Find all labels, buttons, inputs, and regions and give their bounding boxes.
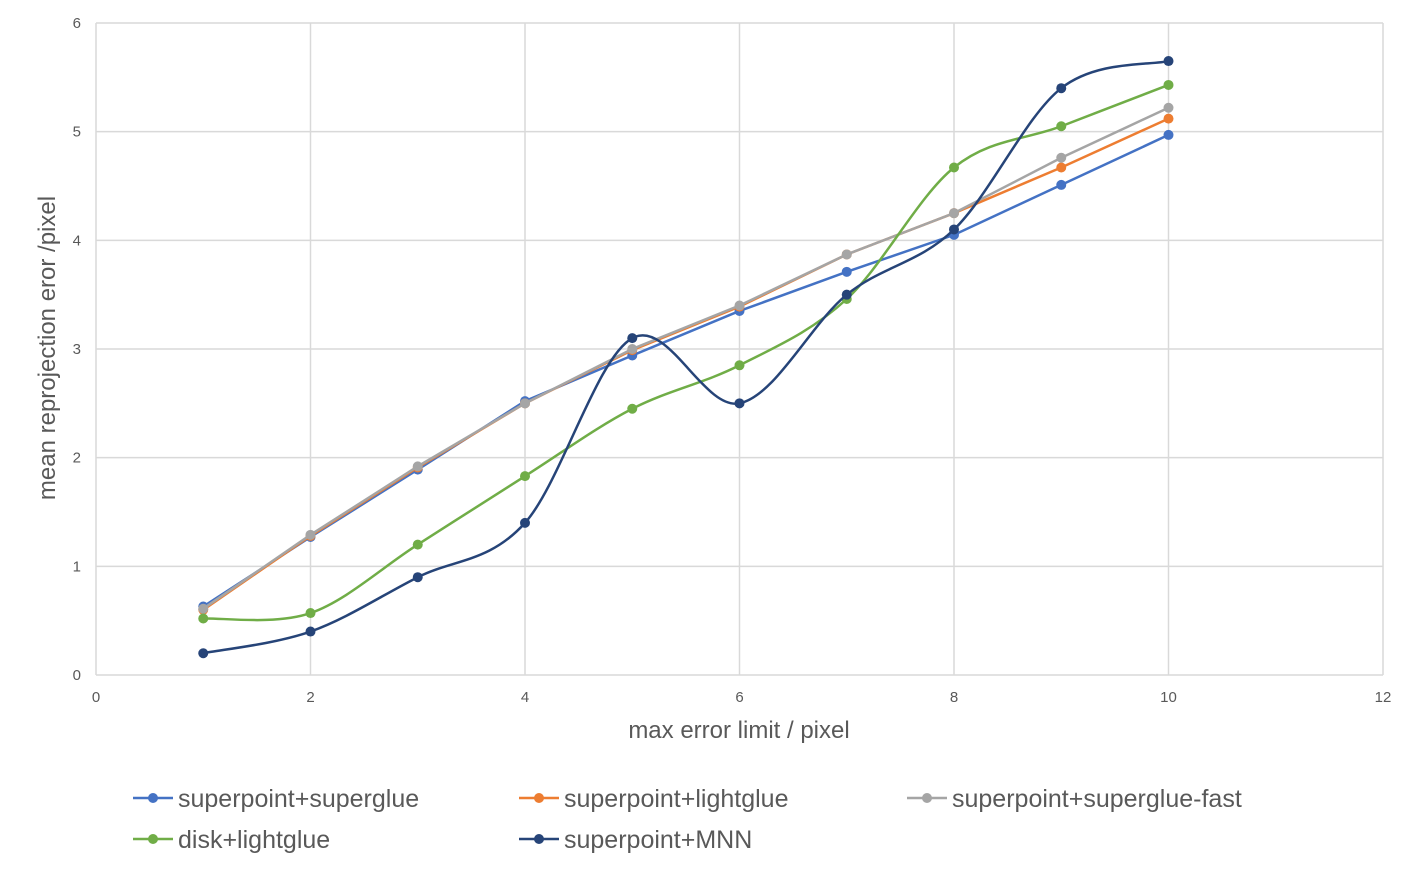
x-tick-label: 12 xyxy=(1375,689,1392,706)
data-point xyxy=(949,224,959,235)
data-point xyxy=(520,517,530,528)
data-point xyxy=(734,398,745,409)
data-point xyxy=(305,626,316,637)
y-tick-label: 0 xyxy=(73,667,81,684)
gridlines xyxy=(95,22,1384,676)
data-point xyxy=(198,648,209,659)
series-2 xyxy=(198,102,1174,614)
legend-item: superpoint+superglue xyxy=(133,785,419,813)
data-point xyxy=(1163,56,1174,67)
data-point xyxy=(412,572,423,583)
legend: superpoint+superglue superpoint+lightglue… xyxy=(133,785,1242,854)
legend-label: superpoint+superglue-fast xyxy=(952,785,1242,813)
x-axis-ticks: 0 2 4 6 8 10 12 xyxy=(92,689,1392,706)
legend-label: disk+lightglue xyxy=(178,826,330,854)
legend-item: superpoint+superglue-fast xyxy=(907,785,1242,813)
data-point xyxy=(1056,152,1067,163)
data-point xyxy=(1163,102,1174,113)
series-line xyxy=(203,83,1169,622)
data-point xyxy=(627,344,638,354)
series-group xyxy=(198,56,1174,659)
data-point xyxy=(1056,83,1067,94)
y-tick-label: 5 xyxy=(73,124,81,141)
data-point xyxy=(734,300,745,311)
legend-swatch-marker xyxy=(148,793,158,803)
legend-item: disk+lightglue xyxy=(133,826,330,854)
y-tick-label: 2 xyxy=(73,450,81,467)
data-point xyxy=(627,333,638,344)
data-point xyxy=(1056,162,1067,173)
legend-label: superpoint+superglue xyxy=(178,785,419,813)
series-line xyxy=(202,106,1170,610)
x-tick-label: 2 xyxy=(306,689,314,706)
data-point xyxy=(841,266,852,277)
data-point xyxy=(198,603,209,614)
x-tick-label: 8 xyxy=(950,689,958,706)
data-point xyxy=(949,208,959,219)
y-tick-label: 6 xyxy=(73,15,81,32)
y-tick-label: 1 xyxy=(73,558,81,575)
legend-item: superpoint+MNN xyxy=(519,826,752,854)
x-tick-label: 0 xyxy=(92,689,100,706)
series-3 xyxy=(198,79,1174,624)
y-tick-label: 4 xyxy=(73,232,81,249)
data-point xyxy=(1056,179,1067,190)
y-axis-title: mean reprojection eror /pixel xyxy=(34,196,61,500)
data-point xyxy=(520,471,530,482)
data-point xyxy=(412,539,423,550)
x-axis-title: max error limit / pixel xyxy=(628,717,849,744)
legend-swatch-marker xyxy=(534,834,544,844)
data-point xyxy=(841,249,852,260)
data-point xyxy=(734,360,745,371)
legend-swatch-marker xyxy=(922,793,932,803)
data-point xyxy=(520,398,530,409)
series-line xyxy=(203,59,1169,655)
legend-swatch-marker xyxy=(534,793,544,803)
data-point xyxy=(198,613,209,624)
data-point xyxy=(627,403,638,414)
data-point xyxy=(412,461,423,472)
series-line xyxy=(202,133,1170,608)
data-point xyxy=(1163,113,1174,124)
x-tick-label: 4 xyxy=(521,689,529,706)
legend-item: superpoint+lightglue xyxy=(519,785,788,813)
data-point xyxy=(305,608,316,619)
data-point xyxy=(841,289,852,300)
data-point xyxy=(1163,79,1174,90)
series-4 xyxy=(198,56,1174,659)
data-point xyxy=(949,162,959,173)
data-point xyxy=(1163,129,1174,140)
legend-label: superpoint+MNN xyxy=(564,826,752,854)
legend-label: superpoint+lightglue xyxy=(564,785,788,813)
data-point xyxy=(305,529,316,540)
legend-swatch-marker xyxy=(148,834,158,844)
series-0 xyxy=(198,129,1174,612)
x-tick-label: 6 xyxy=(735,689,743,706)
y-axis-ticks: 0 1 2 3 4 5 6 xyxy=(73,15,81,684)
y-tick-label: 3 xyxy=(73,341,81,358)
data-point xyxy=(1056,121,1067,132)
x-tick-label: 10 xyxy=(1160,689,1177,706)
